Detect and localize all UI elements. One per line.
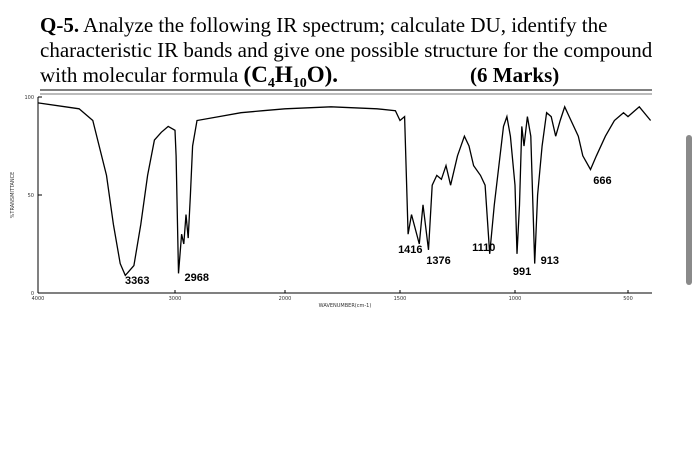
question-line-1: Q-5. Analyze the following IR spectrum; … (40, 13, 607, 37)
peak-label: 913 (541, 255, 559, 267)
question-text: Analyze the following IR spectrum; calcu… (83, 13, 607, 37)
peak-label: 3363 (125, 275, 149, 287)
question-line-2: characteristic IR bands and give one pos… (40, 38, 653, 62)
formula-sub: 10 (293, 76, 307, 91)
formula: (C (244, 62, 268, 87)
y-tick-label: 100 (24, 95, 34, 101)
peak-label: 1376 (426, 255, 450, 267)
formula-sub: 4 (268, 76, 275, 91)
x-tick-label: 2000 (279, 296, 292, 302)
formula: H (275, 62, 293, 87)
peak-label: 1110 (472, 242, 495, 254)
x-tick-label: 4000 (32, 296, 45, 302)
x-tick-label: 1500 (394, 296, 407, 302)
peak-label: 1416 (398, 244, 422, 256)
spectrum (37, 102, 652, 277)
y-tick-label: 0 (31, 291, 34, 297)
peak-label: 666 (593, 175, 611, 187)
marks: (6 Marks) (470, 63, 559, 87)
question-number: Q-5. (40, 13, 79, 37)
x-axis-label: WAVENUMBER(cm-1) (319, 303, 372, 309)
x-tick-label: 3000 (169, 296, 182, 302)
question-line-3: with molecular formula (C4H10O). (40, 62, 338, 91)
scrollbar[interactable] (686, 135, 692, 285)
question-text: with molecular formula (40, 63, 239, 87)
formula: O). (307, 62, 338, 87)
y-tick-label: 50 (28, 193, 34, 199)
x-tick-label: 500 (623, 296, 633, 302)
x-tick-label: 1000 (509, 296, 522, 302)
peak-label: 2968 (185, 272, 209, 284)
y-axis-label: %TRANSMITTANCE (10, 172, 16, 219)
peak-label: 991 (513, 266, 531, 278)
